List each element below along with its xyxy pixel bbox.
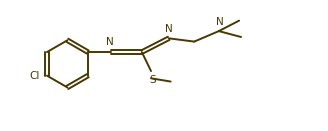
Text: S: S xyxy=(149,75,156,85)
Text: Cl: Cl xyxy=(30,71,40,81)
Text: N: N xyxy=(166,24,173,34)
Text: N: N xyxy=(106,37,114,47)
Text: N: N xyxy=(216,17,224,27)
